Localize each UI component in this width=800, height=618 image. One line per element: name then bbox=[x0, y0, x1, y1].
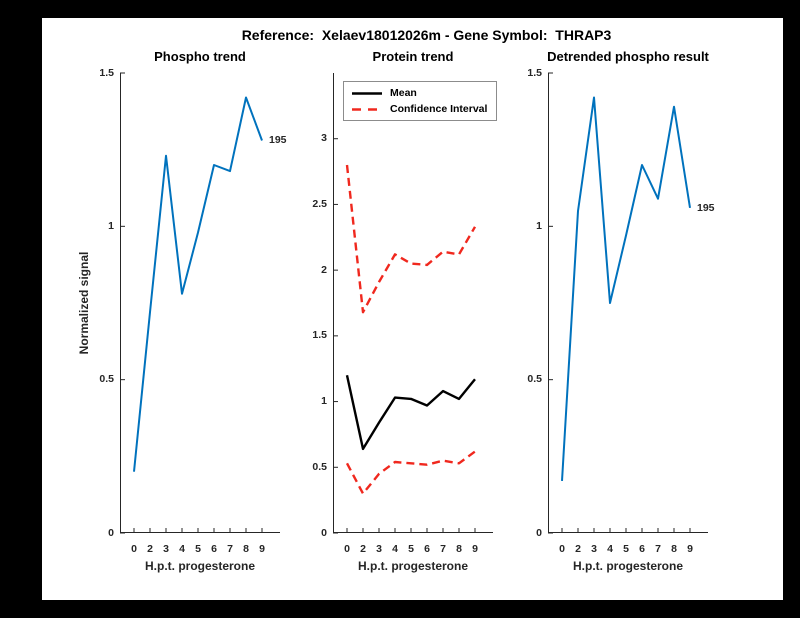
y-tick-label: 0.5 bbox=[527, 373, 542, 386]
x-tick-label: 7 bbox=[655, 543, 661, 555]
x-tick-label: 8 bbox=[456, 543, 462, 555]
subplot-title: Phospho trend bbox=[154, 49, 246, 64]
x-tick-label: 2 bbox=[575, 543, 581, 555]
legend-label: Confidence Interval bbox=[390, 103, 488, 115]
x-tick-label: 3 bbox=[376, 543, 382, 555]
figure-canvas: Reference: Xelaev18012026m - Gene Symbol… bbox=[42, 18, 783, 600]
y-tick-label: 0.5 bbox=[312, 460, 327, 473]
x-tick-label: 5 bbox=[408, 543, 414, 555]
x-tick-label: 4 bbox=[607, 543, 613, 555]
subplot-title: Detrended phospho result bbox=[547, 49, 709, 64]
x-tick-label: 5 bbox=[623, 543, 629, 555]
x-tick-label: 9 bbox=[472, 543, 478, 555]
y-tick-label: 0.5 bbox=[99, 373, 114, 386]
phospho-trend-plot-canvas bbox=[120, 72, 280, 534]
legend: Mean Confidence Interval bbox=[343, 81, 498, 121]
x-tick-label: 4 bbox=[392, 543, 398, 555]
y-tick-label: 1.5 bbox=[312, 329, 327, 342]
subplot-phospho-trend: Phospho trend Normalized signal H.p.t. p… bbox=[77, 49, 287, 573]
legend-item-mean: Mean bbox=[352, 87, 487, 99]
series-ci-lower bbox=[345, 450, 476, 495]
x-axis-label: H.p.t. progesterone bbox=[572, 559, 683, 573]
x-tick-label: 7 bbox=[440, 543, 446, 555]
detrended-phospho-plot-canvas bbox=[548, 72, 708, 534]
x-tick-label: 2 bbox=[360, 543, 366, 555]
x-tick-label: 4 bbox=[179, 543, 185, 555]
y-tick-label: 0 bbox=[321, 526, 327, 539]
x-tick-label: 8 bbox=[671, 543, 677, 555]
y-tick-label: 0 bbox=[536, 526, 542, 539]
y-tick-label: 3 bbox=[321, 132, 327, 145]
x-tick-label: 6 bbox=[639, 543, 645, 555]
x-axis-label: H.p.t. progesterone bbox=[357, 559, 468, 573]
x-tick-label: 5 bbox=[195, 543, 201, 555]
y-axis-label: Normalized signal bbox=[77, 251, 91, 355]
y-tick-label: 1 bbox=[321, 395, 327, 408]
y-tick-label: 0 bbox=[108, 526, 114, 539]
subplot-title: Protein trend bbox=[372, 49, 454, 64]
y-tick-label: 2 bbox=[321, 263, 327, 276]
x-tick-label: 2 bbox=[147, 543, 153, 555]
series-ci-upper bbox=[345, 164, 477, 314]
x-tick-label: 0 bbox=[131, 543, 137, 555]
x-tick-label: 9 bbox=[687, 543, 693, 555]
y-tick-label: 1 bbox=[536, 219, 542, 232]
subplot-detrended-phospho: Detrended phospho result H.p.t. progeste… bbox=[527, 49, 714, 573]
x-tick-label: 0 bbox=[344, 543, 350, 555]
series-phospho-signal bbox=[133, 96, 263, 472]
x-axis-label: H.p.t. progesterone bbox=[144, 559, 255, 573]
series-mean bbox=[345, 375, 476, 451]
legend-label: Mean bbox=[390, 87, 417, 99]
x-tick-label: 3 bbox=[591, 543, 597, 555]
legend-line-sample-icon bbox=[352, 107, 382, 111]
x-tick-label: 0 bbox=[559, 543, 565, 555]
y-tick-label: 1 bbox=[108, 219, 114, 232]
y-tick-label: 1.5 bbox=[527, 66, 542, 79]
protein-trend-plot-canvas bbox=[333, 73, 493, 534]
y-tick-label: 1.5 bbox=[99, 66, 114, 79]
endpoint-label: 195 bbox=[697, 201, 715, 214]
x-tick-label: 3 bbox=[163, 543, 169, 555]
endpoint-label: 195 bbox=[269, 134, 287, 147]
x-tick-label: 8 bbox=[243, 543, 249, 555]
x-tick-label: 9 bbox=[259, 543, 265, 555]
legend-item-confidence-interval: Confidence Interval bbox=[352, 103, 487, 115]
series-detrended-phospho bbox=[561, 96, 691, 481]
x-tick-label: 7 bbox=[227, 543, 233, 555]
x-tick-label: 6 bbox=[211, 543, 217, 555]
legend-line-sample-icon bbox=[352, 91, 382, 95]
figure-title: Reference: Xelaev18012026m - Gene Symbol… bbox=[241, 27, 612, 43]
y-tick-label: 2.5 bbox=[312, 197, 327, 210]
x-tick-label: 6 bbox=[424, 543, 430, 555]
